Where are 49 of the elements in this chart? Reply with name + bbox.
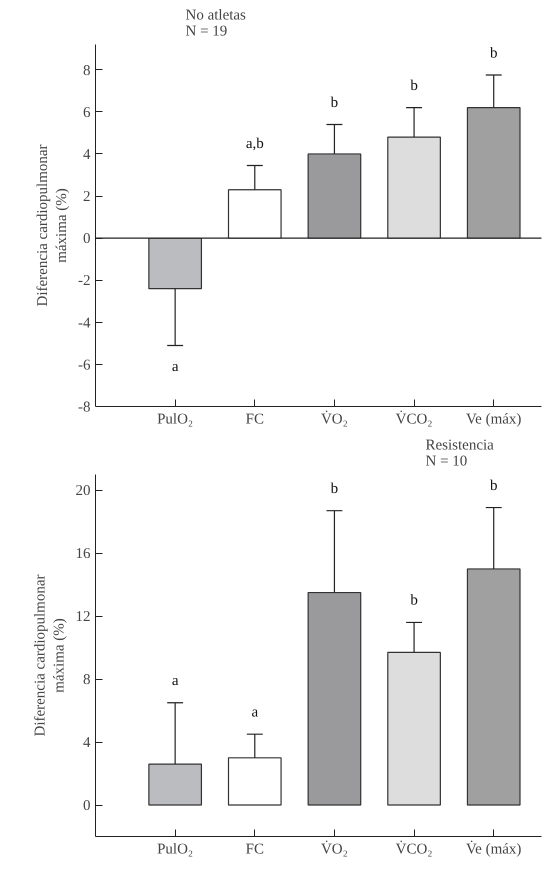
y-tick-label: 6 xyxy=(83,104,91,121)
y-tick-label: 0 xyxy=(83,798,90,814)
annotation: a xyxy=(251,704,258,720)
annotation: a,b xyxy=(246,136,264,152)
bar xyxy=(228,757,282,806)
y-tick-label: -8 xyxy=(78,400,91,416)
y-tick-label: 2 xyxy=(83,189,90,206)
bar xyxy=(148,764,202,806)
y-tick-label: 16 xyxy=(76,546,91,562)
bar xyxy=(387,136,441,239)
x-tick-label: V̇e (máx) xyxy=(466,840,522,858)
y-tick-label: 12 xyxy=(76,609,90,626)
y-tick-label: 0 xyxy=(83,231,90,248)
x-tick-label: V̇O₂ xyxy=(320,410,348,428)
annotation: b xyxy=(490,478,498,494)
annotation: b xyxy=(410,78,418,94)
x-tick-label: Ve (máx) xyxy=(466,412,522,428)
y-tick-label: -2 xyxy=(78,273,91,290)
x-tick-label: V̇CO₂ xyxy=(396,410,433,428)
y-axis-title: Diferencia cardiopulmonar máxima (%) xyxy=(32,574,68,736)
chart-title: Resistencia N = 10 xyxy=(426,438,494,470)
y-tick-label: -6 xyxy=(78,357,91,374)
annotation: b xyxy=(410,592,418,609)
bar xyxy=(466,568,521,806)
y-tick-label: 20 xyxy=(76,483,90,500)
y-tick-label: -4 xyxy=(78,315,91,332)
bar xyxy=(148,238,202,290)
bar xyxy=(228,189,282,239)
x-tick-label: PulO₂ xyxy=(157,842,194,858)
x-tick-label: FC xyxy=(246,412,264,428)
y-axis-title: Diferencia cardiopulmonar máxima (%) xyxy=(34,144,70,306)
x-tick-label: FC xyxy=(246,842,264,858)
annotation: b xyxy=(490,45,498,62)
y-tick-label: 8 xyxy=(83,62,90,79)
bar xyxy=(387,652,441,806)
x-tick-label: PulO₂ xyxy=(157,412,194,428)
bar xyxy=(308,153,362,239)
annotation: b xyxy=(330,480,338,497)
bar xyxy=(308,592,362,806)
chart-title: No atletas N = 19 xyxy=(186,8,246,40)
y-tick-label: 8 xyxy=(83,672,90,688)
x-tick-label: V̇CO₂ xyxy=(396,840,433,858)
y-tick-label: 4 xyxy=(83,146,91,163)
y-tick-label: 4 xyxy=(83,735,91,752)
annotation: a xyxy=(172,359,179,376)
annotation: b xyxy=(330,94,338,111)
bar xyxy=(466,107,521,239)
x-tick-label: V̇O₂ xyxy=(320,840,348,858)
annotation: a xyxy=(172,672,179,689)
